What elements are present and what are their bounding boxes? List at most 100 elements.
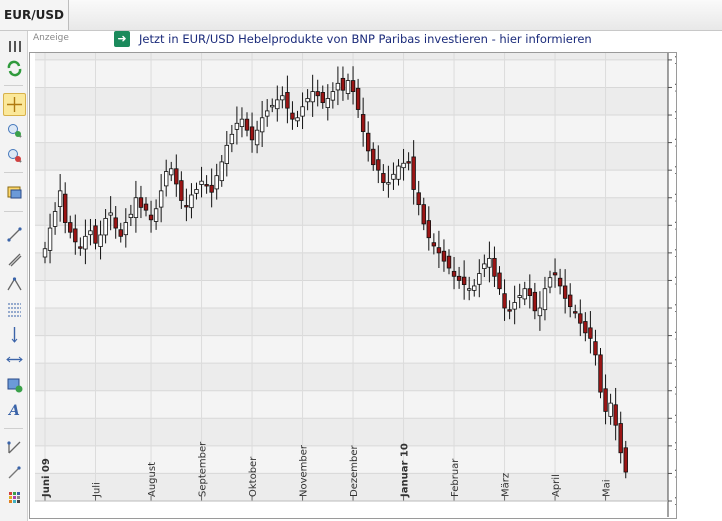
zoom-in-icon[interactable] xyxy=(3,119,26,142)
candle-body xyxy=(93,225,98,244)
candle-body xyxy=(275,99,280,110)
ad-arrow-icon[interactable]: ➜ xyxy=(114,31,130,47)
angle-tool-icon[interactable] xyxy=(3,436,26,459)
ruler-tool-icon[interactable] xyxy=(3,248,26,271)
y-axis-tick-label: 1,40 xyxy=(674,220,676,232)
candle-body xyxy=(593,341,598,356)
y-axis-tick-label: 1,28 xyxy=(674,386,676,398)
y-axis-tick-label: 1,22 xyxy=(674,468,676,480)
pen-tool-icon[interactable] xyxy=(3,461,26,484)
candle-body xyxy=(214,175,219,190)
candle-body xyxy=(194,189,199,194)
candle-body xyxy=(517,295,522,298)
candle-body xyxy=(280,95,285,101)
candle-body xyxy=(63,193,68,223)
refresh-icon[interactable] xyxy=(3,57,26,80)
candle-body xyxy=(608,402,613,417)
triangle-tool-icon[interactable] xyxy=(3,273,26,296)
x-axis-tick-label: November xyxy=(299,444,310,497)
candle-body xyxy=(355,87,361,110)
candle-body xyxy=(325,98,330,108)
candle-body xyxy=(234,122,240,130)
grid-band xyxy=(35,252,668,281)
grid-band xyxy=(35,390,668,419)
chart-type-icon[interactable] xyxy=(3,181,26,204)
candle-body xyxy=(350,80,356,92)
candle-body xyxy=(153,208,159,222)
candle-body xyxy=(52,211,58,227)
y-axis-tick-label: 1,50 xyxy=(674,82,676,94)
candle-body xyxy=(562,285,568,299)
candle-body xyxy=(557,277,563,287)
candle-body xyxy=(386,182,391,185)
candle-body xyxy=(542,288,548,311)
candle-body xyxy=(300,106,305,117)
grid-band xyxy=(35,225,668,253)
tab-eur-usd[interactable]: EUR/USD xyxy=(0,0,69,30)
text-tool-icon[interactable]: A xyxy=(3,398,26,421)
y-axis-tick-label: 1,42 xyxy=(674,193,676,205)
vertical-line-icon[interactable] xyxy=(3,323,26,346)
tab-bar: EUR/USD xyxy=(0,0,722,31)
grid-band xyxy=(35,280,668,309)
y-axis-tick-label: 1,38 xyxy=(674,248,676,260)
candle-body xyxy=(421,204,426,225)
grid-band xyxy=(35,418,668,446)
candle-body xyxy=(426,220,431,239)
add-shape-icon[interactable] xyxy=(3,373,26,396)
toolbar-separator xyxy=(4,85,23,86)
candle-body xyxy=(264,110,270,117)
crosshair-icon[interactable] xyxy=(3,93,26,116)
candle-body xyxy=(396,165,401,180)
candle-body xyxy=(416,192,421,206)
candle-body xyxy=(78,246,83,249)
candle-body xyxy=(552,272,558,276)
toolbar-separator xyxy=(4,428,23,429)
fibonacci-tool-icon[interactable] xyxy=(3,298,26,321)
candle-body xyxy=(497,272,502,290)
candle-body xyxy=(174,168,179,185)
ad-link[interactable]: Jetzt in EUR/USD Hebelprodukte von BNP P… xyxy=(139,32,592,46)
bars-menu-icon[interactable] xyxy=(3,35,26,58)
candle-body xyxy=(618,423,623,454)
y-axis-tick-label: 1,48 xyxy=(674,110,676,122)
grid-band xyxy=(35,53,668,60)
candle-body xyxy=(169,168,174,176)
candlestick-chart[interactable]: 1,52 1,50 1,48 1,46 1,44 1,42 1,40 1,38 1,36 1,34… xyxy=(30,53,676,518)
candle-body xyxy=(532,291,538,312)
y-axis-tick-label: 1,30 xyxy=(674,358,676,370)
candle-body xyxy=(613,404,618,426)
candle-body xyxy=(73,228,78,243)
candle-body xyxy=(431,242,437,247)
candle-body xyxy=(573,311,578,314)
candle-body xyxy=(249,126,255,141)
y-axis-tick-label: 1,44 xyxy=(674,165,676,177)
y-axis-tick-label: 1,34 xyxy=(674,303,676,315)
candle-body xyxy=(456,275,462,281)
candle-body xyxy=(446,255,452,269)
x-axis-tick-label: Juni 09 xyxy=(41,458,52,498)
candle-body xyxy=(371,148,376,166)
horizontal-line-icon[interactable] xyxy=(3,348,26,371)
candle-body xyxy=(406,161,411,164)
candle-body xyxy=(57,190,63,207)
candle-body xyxy=(507,309,512,312)
candle-body xyxy=(158,190,164,208)
candle-body xyxy=(482,263,487,269)
candle-body xyxy=(224,144,229,164)
line-tool-icon[interactable] xyxy=(3,223,26,246)
y-axis-tick-label: 1,26 xyxy=(674,413,676,425)
candle-body xyxy=(583,321,588,334)
x-axis-tick-label: Oktober xyxy=(248,456,259,497)
candle-body xyxy=(113,217,118,229)
candle-body xyxy=(547,277,553,288)
candle-body xyxy=(345,80,351,94)
x-axis-tick-label: Dezember xyxy=(349,445,360,497)
candle-body xyxy=(537,307,543,317)
chart-panel[interactable]: 1,52 1,50 1,48 1,46 1,44 1,42 1,40 1,38 1,36 1,34… xyxy=(29,52,677,519)
candle-body xyxy=(204,184,209,187)
candle-body xyxy=(118,229,123,237)
candle-body xyxy=(143,203,149,211)
zoom-out-icon[interactable] xyxy=(3,144,26,167)
color-palette-icon[interactable] xyxy=(3,486,26,509)
